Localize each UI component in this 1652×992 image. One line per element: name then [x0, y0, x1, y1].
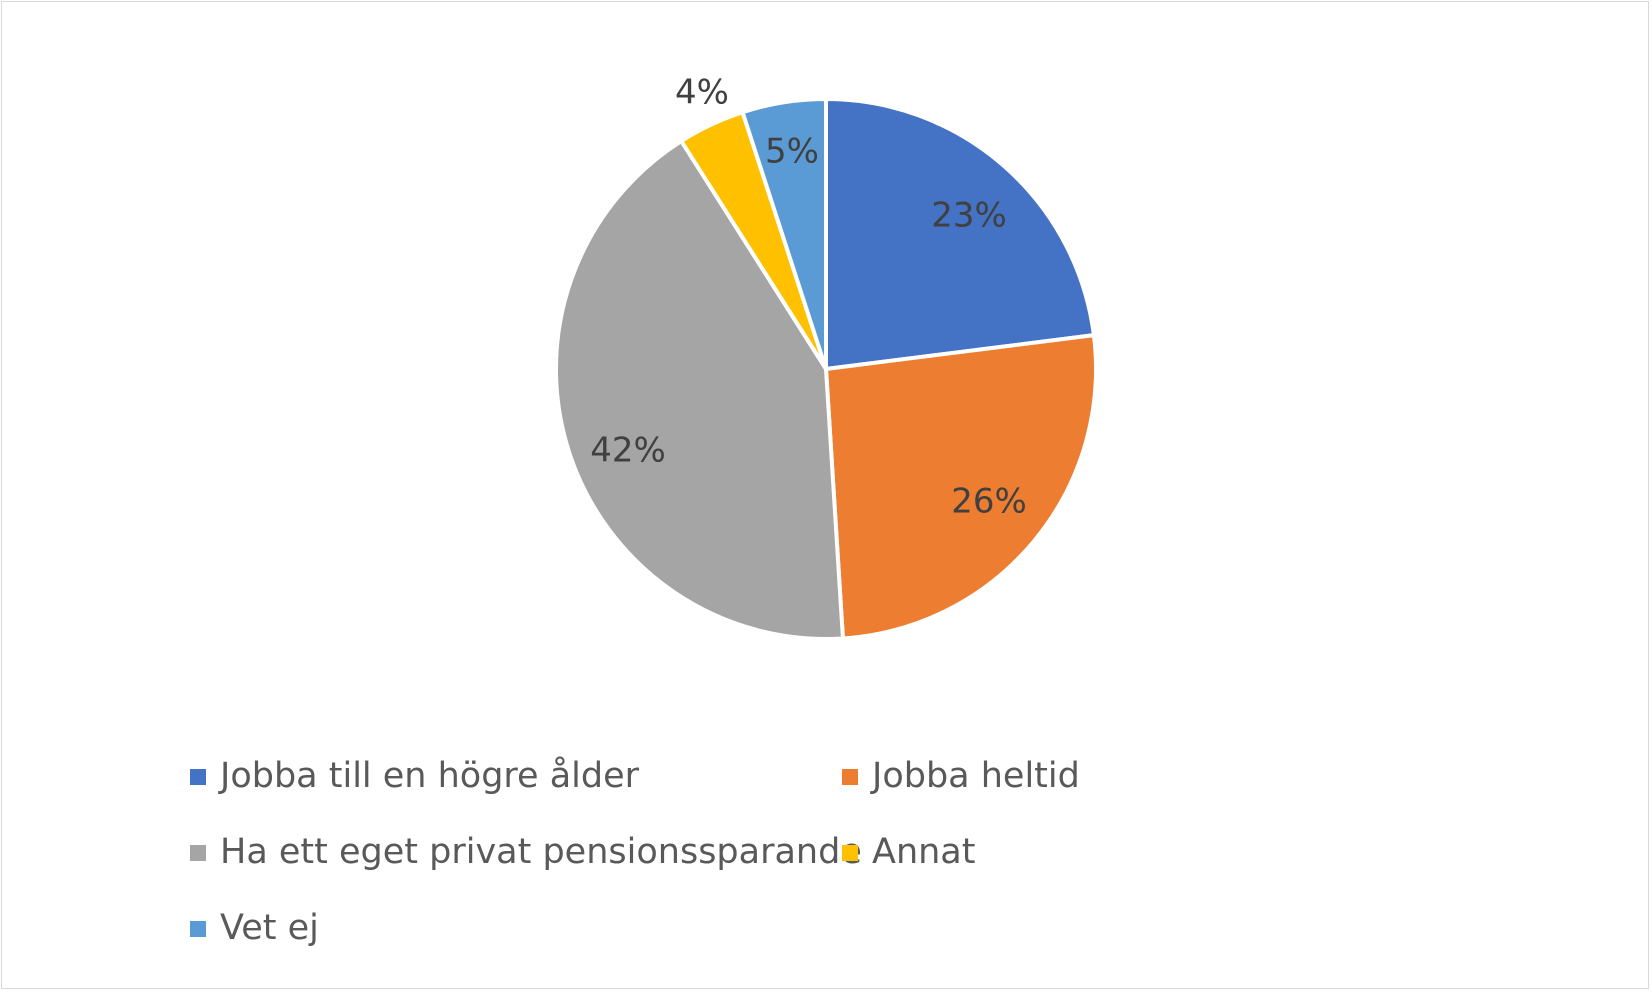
legend-label-4: Annat	[872, 832, 975, 872]
legend-swatch-5	[190, 921, 206, 937]
data-label-1: 23%	[931, 196, 1007, 236]
pie-data-labels: 23% 26% 42% 4% 5%	[590, 73, 1027, 522]
data-label-3: 42%	[590, 431, 666, 471]
legend-label-5: Vet ej	[220, 908, 319, 948]
legend-label-3: Ha ett eget privat pensionssparande	[220, 832, 862, 872]
pie-slice-2	[824, 333, 1098, 641]
legend-swatch-1	[190, 769, 206, 785]
legend-swatch-3	[190, 845, 206, 861]
legend-swatch-2	[842, 769, 858, 785]
legend-label-1: Jobba till en högre ålder	[218, 755, 640, 796]
pie-slices	[554, 97, 1098, 641]
pie-slice-3	[554, 139, 845, 641]
legend-label-2: Jobba heltid	[870, 756, 1080, 796]
pie-slice-1	[824, 97, 1096, 371]
data-label-2: 26%	[951, 482, 1027, 522]
legend-swatch-4	[842, 845, 858, 861]
pie-slice-5	[740, 97, 828, 371]
legend: Jobba till en högre ålder Jobba heltidHa …	[190, 755, 1080, 948]
data-label-5: 5%	[765, 132, 819, 172]
data-label-4: 4%	[675, 73, 729, 113]
